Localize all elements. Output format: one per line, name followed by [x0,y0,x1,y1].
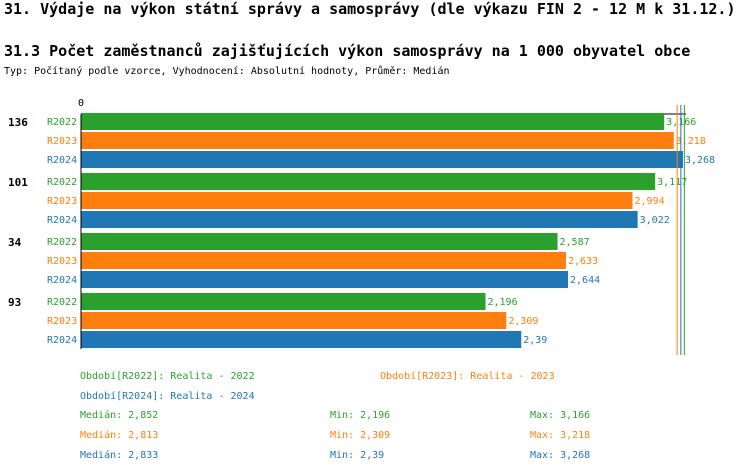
bar [81,211,638,228]
category-label: 101 [8,176,28,189]
value-label: 2,39 [523,335,547,346]
legend-min-r2024: Min: 2,39 [330,450,385,461]
category-label: 34 [8,236,22,249]
value-label: 3,022 [640,215,670,226]
series-label: R2022 [47,237,77,248]
series-label: R2024 [47,335,77,346]
bar [81,192,633,209]
series-label: R2024 [47,215,77,226]
value-label: 2,633 [568,256,598,267]
legend-median-r2022: Medián: 2,852 [80,410,159,421]
legend-period-r2022: Období[R2022]: Realita - 2022 [80,371,255,382]
axis-zero-label: 0 [78,98,84,109]
series-label: R2023 [47,136,77,147]
legend-max-r2023: Max: 3,218 [530,430,591,441]
legend-period-r2023: Období[R2023]: Realita - 2023 [380,371,555,382]
series-label: R2022 [47,177,77,188]
legend-min-r2022: Min: 2,196 [330,410,391,421]
value-label: 3,117 [657,177,687,188]
bar [81,293,486,310]
bar [81,151,683,168]
legend-median-r2023: Medián: 2,813 [80,430,159,441]
value-label: 2,587 [560,237,590,248]
legend-min-r2023: Min: 2,309 [330,430,391,441]
bar [81,252,566,269]
series-label: R2023 [47,196,77,207]
series-label: R2022 [47,117,77,128]
bar [81,331,522,348]
category-label: 136 [8,116,28,129]
bar [81,271,569,288]
legend-median-r2024: Medián: 2,833 [80,450,159,461]
bar [81,132,674,149]
value-label: 3,268 [685,155,715,166]
legend-max-r2022: Max: 3,166 [530,410,591,421]
bar [81,173,656,190]
page-title: 31. Výdaje na výkon státní správy a samo… [4,0,736,18]
bar [81,113,665,130]
series-label: R2023 [47,316,77,327]
series-label: R2023 [47,256,77,267]
series-label: R2022 [47,297,77,308]
legend-max-r2024: Max: 3,268 [530,450,591,461]
bar [81,312,507,329]
chart-type-info: Typ: Počítaný podle vzorce, Vyhodnocení:… [4,66,450,77]
series-label: R2024 [47,275,77,286]
series-label: R2024 [47,155,77,166]
category-label: 93 [8,296,21,309]
legend-period-r2024: Období[R2024]: Realita - 2024 [80,391,255,402]
value-label: 3,218 [676,136,706,147]
bar [81,233,558,250]
chart-subtitle: 31.3 Počet zaměstnanců zajišťujících výk… [4,42,691,60]
value-label: 2,196 [488,297,518,308]
value-label: 2,644 [570,275,600,286]
value-label: 2,994 [634,196,664,207]
value-label: 2,309 [508,316,538,327]
